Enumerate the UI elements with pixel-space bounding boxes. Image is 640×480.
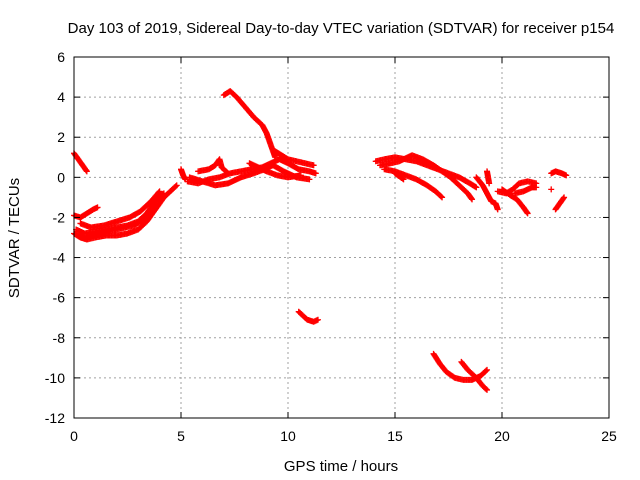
data-point: [272, 154, 279, 161]
data-point: [156, 188, 163, 195]
data-series-segment: [81, 202, 161, 241]
data-point: [563, 172, 570, 179]
data-series-segment: [458, 358, 491, 393]
data-point: [400, 176, 407, 183]
data-point: [297, 172, 304, 179]
data-series-segment: [473, 174, 501, 213]
y-tick-label: -12: [45, 410, 65, 426]
data-series-segment: [548, 186, 555, 193]
data-point: [312, 170, 319, 177]
data-point: [484, 386, 491, 393]
y-tick-label: 6: [57, 49, 65, 65]
data-series-segment: [392, 170, 407, 183]
data-point: [154, 202, 161, 209]
grid: [74, 57, 609, 418]
data-point: [483, 386, 490, 393]
data-series-segment: [220, 88, 279, 161]
data-point: [160, 190, 167, 197]
data-series-segment: [272, 148, 317, 169]
y-tick-label: 4: [57, 89, 65, 105]
y-tick-label: -8: [53, 330, 66, 346]
data-point: [153, 203, 160, 210]
plot-frame: [73, 56, 610, 419]
x-tick-label: 20: [494, 428, 510, 444]
data-point: [524, 210, 531, 217]
data-series-segment: [71, 150, 90, 175]
x-tick-label: 0: [70, 428, 78, 444]
y-axis-label: SDTVAR / TECUs: [6, 178, 23, 298]
data-point: [314, 316, 321, 323]
data-point: [155, 189, 162, 196]
data-series-segment: [372, 154, 480, 191]
data-series-segment: [178, 166, 189, 183]
data-series-segment: [381, 166, 446, 201]
data-point: [94, 204, 101, 211]
data-series-segment: [499, 186, 531, 217]
y-tick-label: -6: [53, 290, 66, 306]
data-point: [484, 366, 491, 373]
data-point: [483, 367, 490, 374]
axis-ticks: [73, 56, 610, 419]
data-series-segment: [511, 184, 540, 197]
data-series-segment: [295, 308, 321, 325]
data-series-segment: [430, 350, 491, 383]
y-tick-label: 0: [57, 169, 65, 185]
data-point: [306, 176, 313, 183]
data-point: [173, 182, 180, 189]
y-tick-label: -10: [45, 370, 65, 386]
data-point: [473, 184, 480, 191]
data-series-segment: [552, 194, 568, 213]
data-point: [160, 191, 167, 198]
data-series-segment: [246, 160, 304, 181]
data-point: [310, 162, 317, 169]
data-point: [494, 206, 501, 213]
x-tick-label: 15: [387, 428, 403, 444]
x-axis-label: GPS time / hours: [284, 458, 398, 475]
data-point: [225, 170, 232, 177]
data-point: [83, 168, 90, 175]
y-tick-label: 2: [57, 129, 65, 145]
data-series-segment: [71, 204, 101, 221]
data-point: [561, 194, 568, 201]
data-point: [548, 186, 555, 193]
y-tick-label: -4: [53, 250, 66, 266]
data-point: [399, 175, 406, 182]
data-point: [486, 180, 493, 187]
data-series-segment: [377, 152, 476, 203]
data-series-segment: [484, 168, 493, 187]
data-series-segment: [77, 188, 163, 231]
data-point: [438, 193, 445, 200]
y-tick-label: -2: [53, 209, 66, 225]
data-series-segment: [548, 168, 570, 179]
chart-title: Day 103 of 2019, Sidereal Day-to-day VTE…: [68, 20, 615, 37]
data-point: [469, 196, 476, 203]
data-points: [71, 88, 570, 393]
data-point: [439, 194, 446, 201]
data-series-segment: [195, 156, 232, 177]
data-point: [224, 169, 231, 176]
data-point: [533, 184, 540, 191]
x-tick-label: 5: [177, 428, 185, 444]
data-point: [172, 183, 179, 190]
x-tick-label: 10: [280, 428, 296, 444]
x-tick-label: 25: [601, 428, 617, 444]
